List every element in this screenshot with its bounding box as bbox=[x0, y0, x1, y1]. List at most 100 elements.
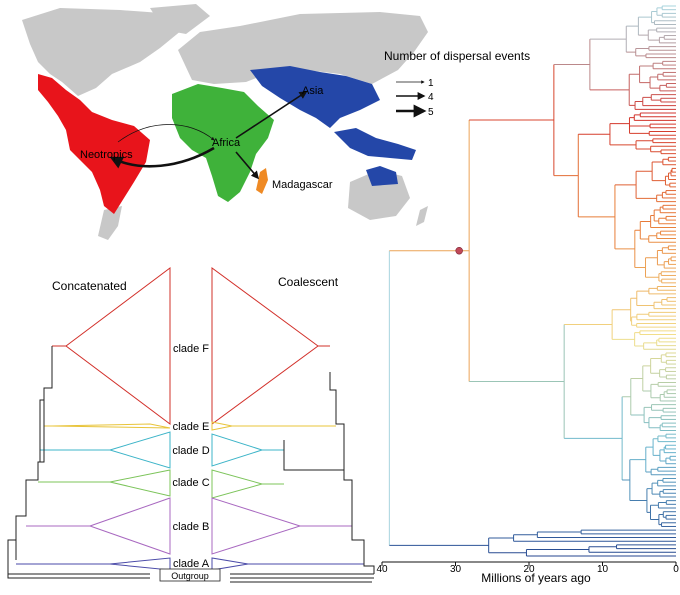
internal-branch bbox=[632, 314, 637, 320]
right-triangle-clade-e bbox=[212, 422, 232, 430]
internal-branch bbox=[610, 118, 630, 130]
internal-branch bbox=[640, 236, 648, 242]
internal-branch bbox=[660, 368, 666, 372]
internal-branch bbox=[657, 262, 664, 268]
internal-branch bbox=[657, 6, 662, 10]
internal-branch bbox=[664, 259, 668, 265]
internal-branch bbox=[657, 248, 662, 254]
internal-branch bbox=[637, 288, 649, 294]
internal-branch bbox=[662, 246, 668, 250]
madagascar-region bbox=[256, 168, 268, 194]
label-asia: Asia bbox=[302, 85, 324, 97]
internal-branch bbox=[644, 340, 657, 346]
internal-branch bbox=[650, 502, 658, 508]
internal-branch bbox=[651, 150, 661, 154]
internal-branch bbox=[537, 530, 581, 534]
internal-branch bbox=[526, 547, 589, 553]
internal-branch bbox=[650, 85, 660, 91]
internal-branch bbox=[648, 37, 659, 43]
tick-label-0: 0 bbox=[673, 564, 679, 575]
internal-branch bbox=[615, 230, 635, 267]
dispersal-legend: Number of dispersal events 1 4 5 bbox=[384, 49, 530, 118]
internal-branch bbox=[629, 102, 635, 110]
legend-label-1: 1 bbox=[428, 78, 434, 89]
internal-branch bbox=[640, 215, 650, 227]
southeast-asia-islands bbox=[334, 128, 416, 160]
internal-branch bbox=[649, 287, 658, 291]
internal-branch bbox=[653, 61, 663, 65]
internal-branch bbox=[654, 207, 660, 213]
internal-branch bbox=[651, 370, 660, 377]
tick-label-10: 10 bbox=[597, 564, 609, 575]
right-triangle-clade-b bbox=[212, 498, 300, 554]
internal-branch bbox=[666, 456, 670, 460]
internal-branch bbox=[469, 325, 564, 439]
internal-branch bbox=[635, 221, 640, 239]
internal-branch bbox=[578, 124, 610, 145]
left-triangle-clade-c bbox=[110, 470, 170, 496]
left-clade-triangles bbox=[16, 268, 170, 570]
label-madagascar: Madagascar bbox=[272, 179, 333, 191]
internal-branch bbox=[652, 408, 664, 412]
internal-branch bbox=[654, 299, 662, 305]
internal-branch bbox=[590, 26, 626, 52]
internal-branch bbox=[652, 176, 665, 185]
internal-branch bbox=[658, 478, 663, 482]
left-tree-title: Concatenated bbox=[52, 279, 127, 293]
internal-branch bbox=[651, 467, 658, 471]
internal-branch bbox=[660, 375, 667, 379]
internal-branch bbox=[660, 84, 667, 88]
internal-branch bbox=[659, 216, 666, 220]
left-triangle-clade-e bbox=[52, 424, 170, 428]
right-triangle-clade-a bbox=[212, 558, 248, 570]
legend-title: Number of dispersal events bbox=[384, 49, 530, 63]
internal-branch bbox=[663, 157, 669, 161]
left-triangle-clade-d bbox=[110, 432, 170, 468]
left-triangle-clade-a bbox=[110, 558, 170, 570]
right-triangle-clade-f bbox=[212, 268, 318, 424]
internal-branch bbox=[652, 159, 663, 165]
internal-branch bbox=[649, 233, 657, 239]
internal-branch bbox=[652, 480, 658, 486]
internal-branch bbox=[622, 378, 631, 415]
internal-branch bbox=[651, 395, 660, 401]
internal-branch bbox=[647, 505, 651, 519]
internal-branch bbox=[660, 447, 664, 453]
neotropics-region bbox=[38, 74, 150, 214]
internal-branch bbox=[643, 95, 652, 101]
internal-branch bbox=[631, 366, 643, 391]
internal-branch bbox=[622, 460, 630, 501]
internal-branch bbox=[644, 418, 649, 428]
internal-branch bbox=[634, 113, 640, 117]
internal-branch bbox=[653, 436, 658, 442]
world-map: Neotropics Africa Asia Madagascar Number… bbox=[22, 4, 530, 240]
internal-branch bbox=[652, 491, 660, 497]
internal-branch bbox=[636, 54, 646, 58]
internal-branch bbox=[658, 501, 666, 505]
tick-label-40: 40 bbox=[376, 564, 388, 575]
label-clade-c: clade C bbox=[172, 477, 209, 489]
label-clade-e: clade E bbox=[173, 421, 210, 433]
internal-branch bbox=[635, 258, 646, 278]
internal-branch bbox=[630, 489, 647, 513]
internal-branch bbox=[612, 333, 635, 346]
internal-branch bbox=[660, 458, 666, 464]
internal-branch bbox=[489, 535, 514, 541]
right-triangle-clade-c bbox=[212, 470, 262, 498]
internal-branch bbox=[662, 191, 666, 195]
internal-branch bbox=[626, 48, 635, 55]
new-zealand-land bbox=[416, 206, 428, 226]
internal-branch bbox=[647, 483, 652, 494]
internal-branch bbox=[631, 407, 644, 422]
internal-branch bbox=[659, 512, 663, 518]
left-tree-backbone bbox=[8, 346, 150, 578]
internal-branch bbox=[643, 384, 651, 397]
internal-branch bbox=[657, 231, 661, 235]
time-axis-label: Millions of years ago bbox=[481, 571, 591, 585]
internal-branch bbox=[646, 469, 651, 475]
internal-branch bbox=[653, 450, 660, 461]
label-neotropics: Neotropics bbox=[80, 149, 133, 161]
